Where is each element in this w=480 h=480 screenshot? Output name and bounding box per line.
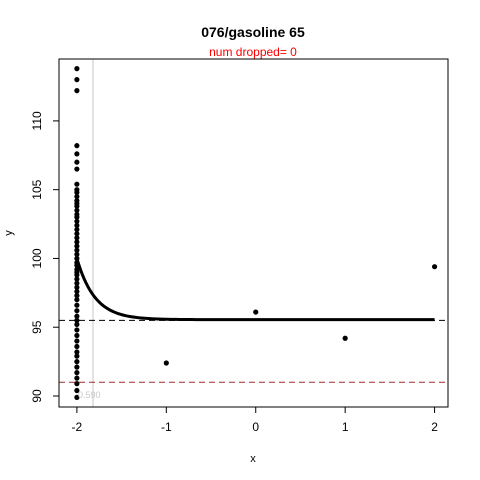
reference-lines <box>59 59 448 407</box>
fit-curve-layer <box>75 258 435 322</box>
y-tick-label: 90 <box>30 389 44 403</box>
data-point <box>74 218 80 224</box>
data-point <box>163 360 169 366</box>
data-point <box>74 151 80 157</box>
data-point <box>74 181 80 187</box>
data-point <box>74 251 80 257</box>
data-point <box>74 189 80 196</box>
data-point <box>74 364 80 370</box>
data-point <box>431 264 438 270</box>
y-tick-label: 100 <box>30 248 44 268</box>
data-point <box>74 381 80 387</box>
data-point <box>74 88 80 94</box>
data-point <box>74 166 80 172</box>
y-tick-label: 95 <box>30 320 44 334</box>
data-point <box>74 387 80 394</box>
data-point <box>342 335 348 341</box>
data-point <box>74 77 80 83</box>
x-tick-label: 0 <box>252 420 259 434</box>
data-point <box>74 222 80 229</box>
data-point <box>74 338 80 344</box>
data-point <box>74 247 80 253</box>
data-point <box>74 214 80 220</box>
x-tick-label: -1 <box>161 420 172 434</box>
data-point <box>74 203 80 209</box>
data-points-layer <box>74 66 438 400</box>
data-point <box>74 276 80 282</box>
data-point <box>74 321 80 328</box>
x-axis-label: x <box>250 453 256 465</box>
x-tick-label: 1 <box>342 420 349 434</box>
data-point <box>74 394 80 400</box>
data-point <box>74 343 80 350</box>
data-point <box>74 317 80 323</box>
data-point <box>74 332 80 339</box>
data-point <box>74 292 80 299</box>
data-point <box>74 349 80 355</box>
plot-frame <box>58 58 449 408</box>
data-point <box>74 302 80 308</box>
data-point <box>74 66 80 72</box>
data-point <box>74 262 80 268</box>
data-point <box>74 239 80 245</box>
data-point <box>74 193 80 200</box>
data-point <box>74 327 80 333</box>
data-point <box>74 272 80 278</box>
data-point <box>74 280 80 286</box>
data-point <box>74 284 80 290</box>
y-axis-label: y <box>3 230 15 236</box>
data-point <box>74 235 80 241</box>
data-point <box>74 255 80 262</box>
y-axis: 90 95 100 105 110 <box>30 111 59 403</box>
data-point <box>74 313 80 319</box>
data-point <box>74 226 80 233</box>
data-point <box>74 143 80 149</box>
fit-curve <box>75 258 435 322</box>
chart-subtitle: num dropped= 0 <box>209 45 297 59</box>
y-tick-label: 105 <box>30 179 44 199</box>
x-tick-label: -2 <box>72 420 83 434</box>
data-point <box>74 243 80 249</box>
data-point <box>74 375 80 381</box>
x-tick-label: 2 <box>431 420 438 434</box>
data-point <box>74 231 80 237</box>
chart-title: 076/gasoline 65 <box>201 24 305 40</box>
data-point <box>74 308 80 314</box>
y-tick-label: 110 <box>30 111 44 130</box>
x-axis: -2 -1 0 1 2 <box>72 407 438 434</box>
data-point <box>74 207 80 213</box>
data-point <box>253 309 259 315</box>
data-point <box>74 159 80 165</box>
data-point <box>74 370 80 376</box>
data-point <box>74 297 80 303</box>
data-point <box>74 353 80 359</box>
data-point <box>74 359 80 365</box>
annotation-label: 0.590 <box>78 390 101 400</box>
data-point <box>74 288 80 295</box>
